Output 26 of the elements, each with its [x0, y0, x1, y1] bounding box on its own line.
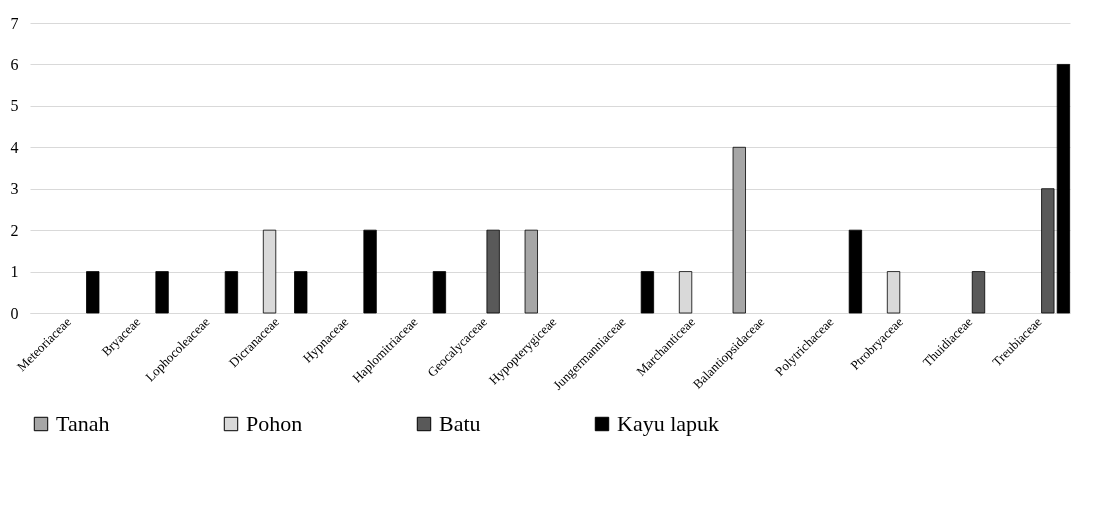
bar [155, 271, 169, 314]
y-tick-label: 3 [10, 180, 19, 198]
bar [363, 229, 377, 314]
y-tick-label: 5 [10, 97, 19, 115]
y-tick-label: 6 [10, 55, 19, 73]
legend-label: Tanah [56, 411, 110, 436]
y-tick-label: 2 [10, 221, 19, 239]
bar [524, 229, 538, 314]
bar [486, 229, 500, 314]
bar [848, 229, 863, 314]
bar [971, 271, 986, 314]
bar [1056, 64, 1071, 314]
bar [294, 271, 308, 314]
y-tick-label: 7 [10, 14, 19, 32]
legend-label: Pohon [246, 411, 303, 436]
y-tick-label: 0 [10, 304, 19, 322]
bar [432, 271, 447, 314]
bar [86, 271, 100, 314]
legend-label: Kayu lapuk [617, 411, 720, 436]
legend-label: Batu [439, 411, 481, 436]
bar [224, 271, 239, 314]
y-tick-label: 1 [10, 263, 19, 281]
bar [640, 271, 655, 314]
y-tick-label: 4 [10, 138, 19, 156]
bar [732, 146, 746, 314]
bar [1041, 188, 1055, 314]
